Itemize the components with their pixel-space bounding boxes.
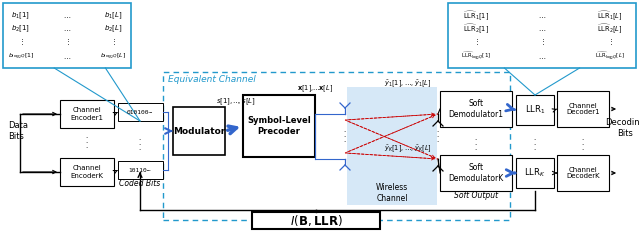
- Text: $\cdots$: $\cdots$: [538, 13, 546, 19]
- Text: $\mathbf{x}[1],\!\ldots\!\mathbf{x}[L]$: $\mathbf{x}[1],\!\ldots\!\mathbf{x}[L]$: [297, 84, 333, 94]
- Text: $\cdot$: $\cdot$: [581, 135, 585, 141]
- Text: Soft
Demodulator1: Soft Demodulator1: [449, 99, 504, 119]
- Text: $b_2[1]$: $b_2[1]$: [12, 24, 31, 34]
- Text: 010100⋯: 010100⋯: [127, 109, 153, 114]
- Text: $\cdot$: $\cdot$: [474, 140, 477, 146]
- Text: Channel
Encoder1: Channel Encoder1: [70, 108, 104, 120]
- Text: $I(\mathbf{B},\mathbf{LLR})$: $I(\mathbf{B},\mathbf{LLR})$: [290, 213, 342, 228]
- Text: $b_{\log_2\!Q}[1]$: $b_{\log_2\!Q}[1]$: [8, 52, 35, 62]
- Text: $\widehat{\mathrm{LLR}}_2[1]$: $\widehat{\mathrm{LLR}}_2[1]$: [463, 23, 489, 35]
- Text: $\cdot$: $\cdot$: [85, 138, 89, 144]
- Text: $\cdot$: $\cdot$: [138, 145, 141, 151]
- Text: $\widehat{\mathrm{LLR}}_{\log_2\!Q}[1]$: $\widehat{\mathrm{LLR}}_{\log_2\!Q}[1]$: [461, 51, 491, 63]
- Text: $\cdot$: $\cdot$: [85, 143, 89, 149]
- Bar: [163, 72, 510, 220]
- Text: $\widehat{\mathrm{LLR}}_1[L]$: $\widehat{\mathrm{LLR}}_1[L]$: [597, 10, 623, 22]
- Bar: [347, 87, 437, 205]
- Bar: [557, 155, 609, 191]
- Bar: [118, 103, 163, 121]
- Text: $\cdot$: $\cdot$: [533, 140, 537, 146]
- Bar: [60, 100, 114, 128]
- Text: Data
Bits: Data Bits: [8, 121, 28, 141]
- Text: Soft Output: Soft Output: [454, 192, 498, 200]
- Text: $\widehat{\mathrm{LLR}}_1[1]$: $\widehat{\mathrm{LLR}}_1[1]$: [463, 10, 489, 22]
- Bar: [173, 107, 225, 155]
- Text: $\cdot$: $\cdot$: [533, 135, 537, 141]
- Text: $s[1],\!\ldots\!,s[L]$: $s[1],\!\ldots\!,s[L]$: [216, 97, 256, 107]
- Bar: [516, 95, 554, 125]
- Text: $\vdots$: $\vdots$: [473, 37, 479, 47]
- Text: Soft
DemodulatorK: Soft DemodulatorK: [449, 163, 504, 183]
- Text: $b_2[L]$: $b_2[L]$: [104, 24, 122, 34]
- Text: Modulator: Modulator: [173, 127, 225, 135]
- Text: $\vdots$: $\vdots$: [607, 37, 613, 47]
- Text: $\cdot$: $\cdot$: [343, 127, 347, 133]
- Text: $\cdot$: $\cdot$: [85, 133, 89, 139]
- Text: $\cdot$: $\cdot$: [474, 145, 477, 151]
- Text: $\bar{y}_K[1],\ldots,\bar{y}_K[L]$: $\bar{y}_K[1],\ldots,\bar{y}_K[L]$: [384, 144, 432, 154]
- Text: Channel
DecoderK: Channel DecoderK: [566, 167, 600, 179]
- Text: $\widehat{\mathrm{LLR}}_{\log_2\!Q}[L]$: $\widehat{\mathrm{LLR}}_{\log_2\!Q}[L]$: [595, 51, 625, 63]
- Bar: [3, 3, 131, 68]
- Text: Coded Bits: Coded Bits: [120, 179, 161, 188]
- Text: $\cdot$: $\cdot$: [581, 145, 585, 151]
- Bar: [252, 212, 380, 229]
- Text: $\vdots$: $\vdots$: [64, 37, 70, 47]
- Text: $\cdot$: $\cdot$: [474, 135, 477, 141]
- Text: $\cdot$: $\cdot$: [138, 140, 141, 146]
- Text: $b_{\log_2\!Q}[L]$: $b_{\log_2\!Q}[L]$: [100, 52, 126, 62]
- Text: Channel
Decoder1: Channel Decoder1: [566, 103, 600, 115]
- Bar: [440, 91, 512, 127]
- Text: $\cdots$: $\cdots$: [63, 26, 71, 32]
- Text: $\vdots$: $\vdots$: [110, 37, 116, 47]
- Text: $\vdots$: $\vdots$: [539, 37, 545, 47]
- Bar: [516, 158, 554, 188]
- Text: $\bar{y}_1[1],\ldots,\bar{y}_1[L]$: $\bar{y}_1[1],\ldots,\bar{y}_1[L]$: [384, 79, 432, 89]
- Text: $\cdots$: $\cdots$: [63, 54, 71, 60]
- Bar: [60, 158, 114, 186]
- Text: $\cdot$: $\cdot$: [533, 145, 537, 151]
- Bar: [440, 155, 512, 191]
- Text: Equivalent Channel: Equivalent Channel: [168, 75, 256, 84]
- Text: Channel
EncoderK: Channel EncoderK: [70, 165, 104, 178]
- Text: $\cdot$: $\cdot$: [436, 132, 440, 138]
- Text: $\cdot$: $\cdot$: [581, 140, 585, 146]
- Text: $\cdot$: $\cdot$: [436, 127, 440, 133]
- Text: $\cdot$: $\cdot$: [343, 137, 347, 143]
- Text: $\mathrm{LLR}_K$: $\mathrm{LLR}_K$: [524, 167, 546, 179]
- Bar: [448, 3, 636, 68]
- Text: $\mathrm{LLR}_1$: $\mathrm{LLR}_1$: [525, 104, 545, 116]
- Text: $\cdot$: $\cdot$: [436, 137, 440, 143]
- Text: 10110⋯: 10110⋯: [129, 168, 151, 173]
- Bar: [557, 91, 609, 127]
- Text: $\cdots$: $\cdots$: [63, 13, 71, 19]
- Text: $\widehat{\mathrm{LLR}}_2[L]$: $\widehat{\mathrm{LLR}}_2[L]$: [597, 23, 623, 35]
- Text: $b_1[1]$: $b_1[1]$: [12, 11, 31, 21]
- Text: Symbol-Level
Precoder: Symbol-Level Precoder: [247, 116, 311, 136]
- Bar: [118, 161, 163, 179]
- Text: Wireless
Channel: Wireless Channel: [376, 183, 408, 203]
- Text: $\cdots$: $\cdots$: [538, 26, 546, 32]
- Text: $\cdots$: $\cdots$: [538, 54, 546, 60]
- Text: $b_1[L]$: $b_1[L]$: [104, 11, 122, 21]
- Text: $\cdot$: $\cdot$: [138, 135, 141, 141]
- Bar: [243, 95, 315, 157]
- Text: $\cdot$: $\cdot$: [343, 132, 347, 138]
- Text: $\vdots$: $\vdots$: [18, 37, 24, 47]
- Text: Decoding
Bits: Decoding Bits: [605, 118, 640, 138]
